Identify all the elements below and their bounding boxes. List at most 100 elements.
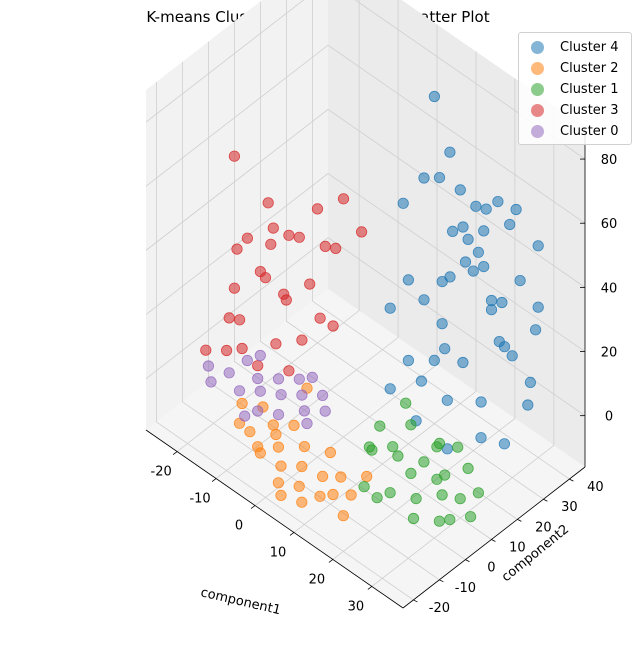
data-point <box>298 405 310 417</box>
data-point <box>244 426 256 438</box>
data-point <box>316 470 329 482</box>
legend-item: Cluster 4 <box>519 37 631 58</box>
data-point <box>441 394 453 406</box>
data-point <box>275 389 287 401</box>
data-point <box>283 229 295 241</box>
legend-item: Cluster 3 <box>519 100 631 121</box>
data-point <box>384 487 396 499</box>
data-point <box>337 510 349 522</box>
y-tick-label: 40 <box>587 480 604 495</box>
data-point <box>504 218 516 231</box>
data-point <box>221 344 233 357</box>
z-tick-label: 20 <box>601 346 618 361</box>
data-point <box>397 197 409 209</box>
y-gridline <box>233 21 492 540</box>
data-point <box>252 441 264 453</box>
x-gridline <box>332 78 516 560</box>
z-gridline <box>145 44 586 224</box>
data-point <box>522 399 534 411</box>
legend-item: Cluster 2 <box>519 58 631 79</box>
y-gridline <box>311 0 570 480</box>
data-point <box>452 441 464 453</box>
data-point <box>270 338 282 350</box>
y-tick <box>543 498 548 502</box>
legend-label: Cluster 1 <box>560 82 619 97</box>
data-point <box>529 324 542 336</box>
data-point <box>493 335 505 348</box>
data-point <box>239 410 251 422</box>
data-point <box>254 265 266 278</box>
data-point <box>464 511 477 523</box>
data-point <box>405 419 417 431</box>
data-point <box>241 232 253 244</box>
data-point <box>467 265 479 277</box>
data-point <box>272 441 284 453</box>
data-point <box>301 417 313 430</box>
data-point <box>296 334 308 346</box>
data-point <box>293 480 305 492</box>
data-point <box>254 349 266 362</box>
data-point <box>496 296 508 309</box>
y-tick <box>491 539 496 542</box>
pane-left <box>146 0 328 430</box>
data-points <box>200 90 544 527</box>
data-point <box>311 203 324 215</box>
x-gridline <box>371 105 555 587</box>
data-point <box>418 294 430 306</box>
data-point <box>363 441 375 453</box>
data-point <box>267 222 279 234</box>
data-point <box>498 438 510 450</box>
y-tick-label: 30 <box>561 500 578 515</box>
data-point <box>402 354 414 367</box>
data-point <box>275 489 287 501</box>
data-point <box>202 360 214 372</box>
data-point <box>400 397 412 409</box>
data-point <box>252 360 264 372</box>
data-point <box>236 342 248 355</box>
z-tick-label: 60 <box>601 217 618 232</box>
data-point <box>231 243 243 255</box>
data-point <box>459 256 472 268</box>
data-point <box>252 372 264 385</box>
data-point <box>337 193 350 205</box>
data-point <box>454 184 466 196</box>
y-tick <box>517 519 522 522</box>
legend-label: Cluster 4 <box>560 40 619 55</box>
data-point <box>236 397 248 410</box>
data-point <box>475 396 487 408</box>
data-point <box>532 301 544 313</box>
data-point <box>296 496 308 508</box>
data-point <box>280 294 292 306</box>
data-point <box>402 274 414 286</box>
x-tick <box>328 559 334 563</box>
data-point <box>293 373 305 385</box>
data-point <box>384 302 396 314</box>
data-point <box>444 513 456 526</box>
data-point <box>454 493 466 505</box>
data-point <box>223 312 235 324</box>
legend-marker <box>531 125 544 138</box>
data-point <box>319 240 331 252</box>
legend: Cluster 4 Cluster 2 Cluster 1 Cluster 3 Clus… <box>518 32 632 145</box>
data-point <box>267 419 279 431</box>
data-point <box>428 90 440 103</box>
data-point <box>475 432 487 444</box>
data-point <box>327 320 339 332</box>
data-point <box>433 172 446 184</box>
data-point <box>392 450 404 462</box>
data-point <box>436 275 448 288</box>
data-point <box>532 240 544 252</box>
x-axis-label: component1 <box>199 585 282 618</box>
data-point <box>472 487 484 499</box>
data-point <box>335 471 347 483</box>
x-tick <box>289 532 295 536</box>
data-point <box>330 242 342 254</box>
z-tick-label: 40 <box>601 281 618 296</box>
data-point <box>270 428 282 441</box>
legend-item: Cluster 0 <box>519 121 631 142</box>
data-point <box>275 460 287 472</box>
y-tick <box>465 559 470 563</box>
x-axis-line <box>145 429 404 609</box>
data-point <box>384 383 396 395</box>
data-point <box>254 385 266 397</box>
